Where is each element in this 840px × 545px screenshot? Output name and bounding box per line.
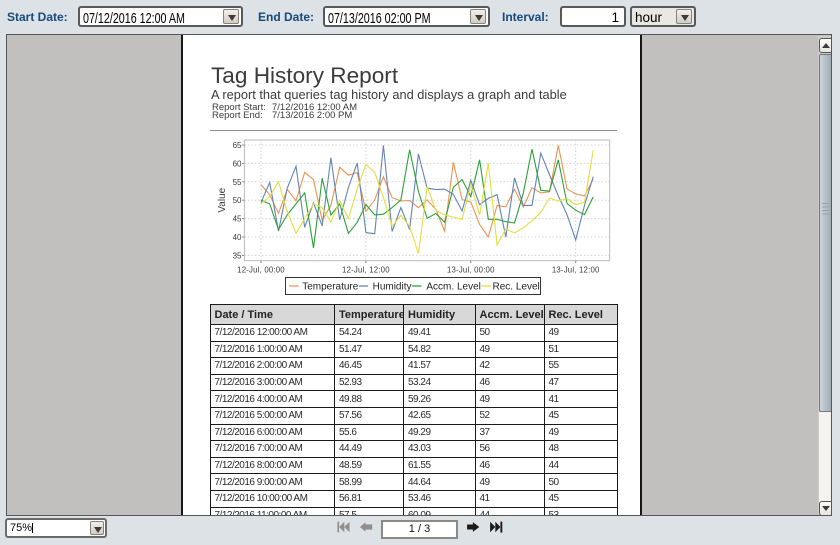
svg-text:12-Jul, 00:00: 12-Jul, 00:00	[237, 265, 285, 274]
svg-text:12-Jul, 12:00: 12-Jul, 12:00	[342, 265, 390, 274]
svg-text:45: 45	[233, 215, 242, 224]
svg-text:13-Jul, 00:00: 13-Jul, 00:00	[447, 265, 495, 274]
svg-text:Humidity: Humidity	[373, 282, 412, 293]
svg-text:Temperature: Temperature	[302, 282, 359, 293]
svg-text:55: 55	[233, 178, 242, 187]
svg-text:Accm. Level: Accm. Level	[426, 282, 480, 293]
svg-text:40: 40	[233, 233, 242, 242]
svg-text:60: 60	[233, 159, 242, 168]
svg-text:50: 50	[233, 196, 242, 205]
svg-text:35: 35	[233, 251, 242, 260]
svg-text:Rec. Level: Rec. Level	[493, 282, 540, 293]
svg-text:65: 65	[233, 141, 242, 150]
svg-text:Value: Value	[217, 187, 228, 212]
svg-text:13-Jul, 12:00: 13-Jul, 12:00	[552, 265, 600, 274]
